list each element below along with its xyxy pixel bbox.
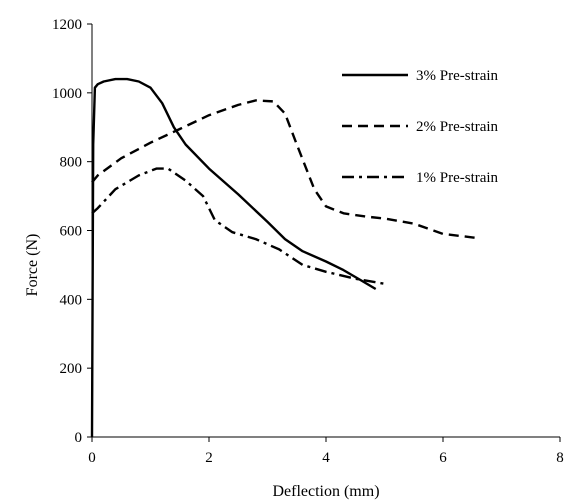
x-axis-label: Deflection (mm)	[272, 483, 379, 500]
y-tick-label: 800	[60, 155, 83, 171]
y-tick-label: 200	[60, 361, 83, 377]
series-line-3	[91, 167, 385, 285]
legend: 3% Pre-strain 2% Pre-strain 1% Pre-strain	[342, 68, 499, 186]
y-tick-label: 400	[60, 292, 83, 308]
series-line-2	[91, 99, 479, 240]
legend-label-3: 1% Pre-strain	[416, 170, 499, 186]
x-tick-label: 6	[439, 450, 447, 466]
y-tick-label: 600	[60, 224, 83, 240]
y-tick-label: 1200	[52, 17, 82, 33]
series-layer	[90, 77, 479, 438]
series-line-1	[90, 77, 377, 438]
axes-layer: 0 200 400 600 800 1000 1200 0 2 4 6 8	[52, 17, 564, 466]
y-axis-label: Force (N)	[24, 234, 41, 297]
legend-label-2: 2% Pre-strain	[416, 119, 499, 135]
x-tick-label: 8	[556, 450, 564, 466]
x-tick-label: 0	[88, 450, 96, 466]
y-tick-label: 1000	[52, 86, 82, 102]
y-tick-label: 0	[75, 430, 83, 446]
legend-label-1: 3% Pre-strain	[416, 68, 499, 84]
x-tick-label: 2	[205, 450, 213, 466]
x-tick-label: 4	[322, 450, 330, 466]
